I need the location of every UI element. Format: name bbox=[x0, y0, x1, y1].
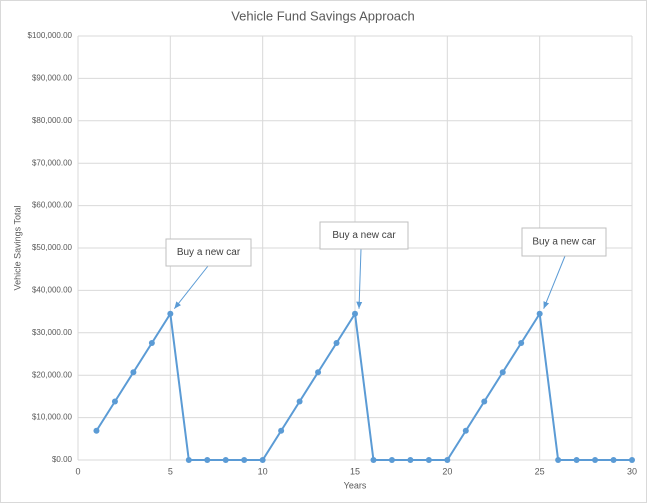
y-tick-label: $70,000.00 bbox=[32, 158, 73, 167]
annotation-box bbox=[319, 221, 409, 250]
annotation-text: Buy a new car bbox=[532, 237, 596, 248]
data-point bbox=[296, 398, 303, 405]
data-point bbox=[536, 310, 543, 317]
y-axis-label: Vehicle Savings Total bbox=[12, 206, 22, 291]
y-tick-label: $40,000.00 bbox=[32, 286, 73, 295]
data-point bbox=[148, 339, 155, 346]
y-tick-label: $10,000.00 bbox=[32, 413, 73, 422]
annotation-text: Buy a new car bbox=[332, 230, 396, 241]
y-tick-label: $30,000.00 bbox=[32, 328, 73, 337]
data-point bbox=[444, 457, 451, 463]
data-point bbox=[204, 457, 211, 463]
annotation-arrow bbox=[356, 248, 363, 309]
data-point bbox=[185, 457, 192, 463]
data-point bbox=[370, 457, 377, 463]
x-tick-label: 20 bbox=[442, 466, 452, 476]
data-point bbox=[111, 398, 118, 405]
x-tick-label: 30 bbox=[627, 466, 637, 476]
y-tick-label: $50,000.00 bbox=[32, 243, 73, 252]
x-tick-label: 15 bbox=[350, 466, 360, 476]
series-line bbox=[95, 310, 632, 461]
data-point bbox=[333, 339, 340, 346]
x-tick-label: 5 bbox=[168, 466, 173, 476]
annotation-text: Buy a new car bbox=[177, 247, 241, 258]
data-point bbox=[462, 427, 469, 434]
data-point bbox=[555, 457, 562, 463]
data-point bbox=[241, 457, 248, 463]
y-tick-label: $100,000.00 bbox=[28, 31, 73, 40]
y-tick-label: $20,000.00 bbox=[32, 370, 73, 379]
chart-title: Vehicle Fund Savings Approach bbox=[231, 8, 415, 23]
data-point bbox=[93, 427, 100, 434]
annotation-arrow bbox=[543, 255, 566, 309]
data-point bbox=[610, 457, 617, 463]
annotation-arrow bbox=[173, 265, 209, 310]
x-tick-label: 0 bbox=[75, 466, 80, 476]
data-point bbox=[573, 457, 580, 463]
data-point bbox=[315, 369, 322, 376]
data-point bbox=[425, 457, 432, 463]
data-point bbox=[499, 369, 506, 376]
y-tick-label: $80,000.00 bbox=[32, 116, 73, 125]
annotation-box bbox=[165, 238, 252, 267]
x-tick-label: 25 bbox=[535, 466, 545, 476]
data-point bbox=[222, 457, 229, 463]
data-point bbox=[407, 457, 414, 463]
y-tick-label: $60,000.00 bbox=[32, 201, 73, 210]
data-point bbox=[518, 339, 525, 346]
data-point bbox=[259, 457, 266, 463]
y-tick-label: $90,000.00 bbox=[32, 74, 73, 83]
data-point bbox=[629, 457, 635, 463]
data-point bbox=[278, 427, 285, 434]
data-point bbox=[481, 398, 488, 405]
data-point bbox=[167, 310, 174, 317]
data-point bbox=[388, 457, 395, 463]
x-axis-label: Years bbox=[344, 480, 367, 490]
x-tick-label: 10 bbox=[258, 466, 268, 476]
data-point bbox=[592, 457, 599, 463]
annotation-box bbox=[521, 227, 607, 257]
y-tick-label: $0.00 bbox=[52, 455, 73, 464]
data-point bbox=[130, 369, 137, 376]
data-point bbox=[352, 310, 358, 317]
